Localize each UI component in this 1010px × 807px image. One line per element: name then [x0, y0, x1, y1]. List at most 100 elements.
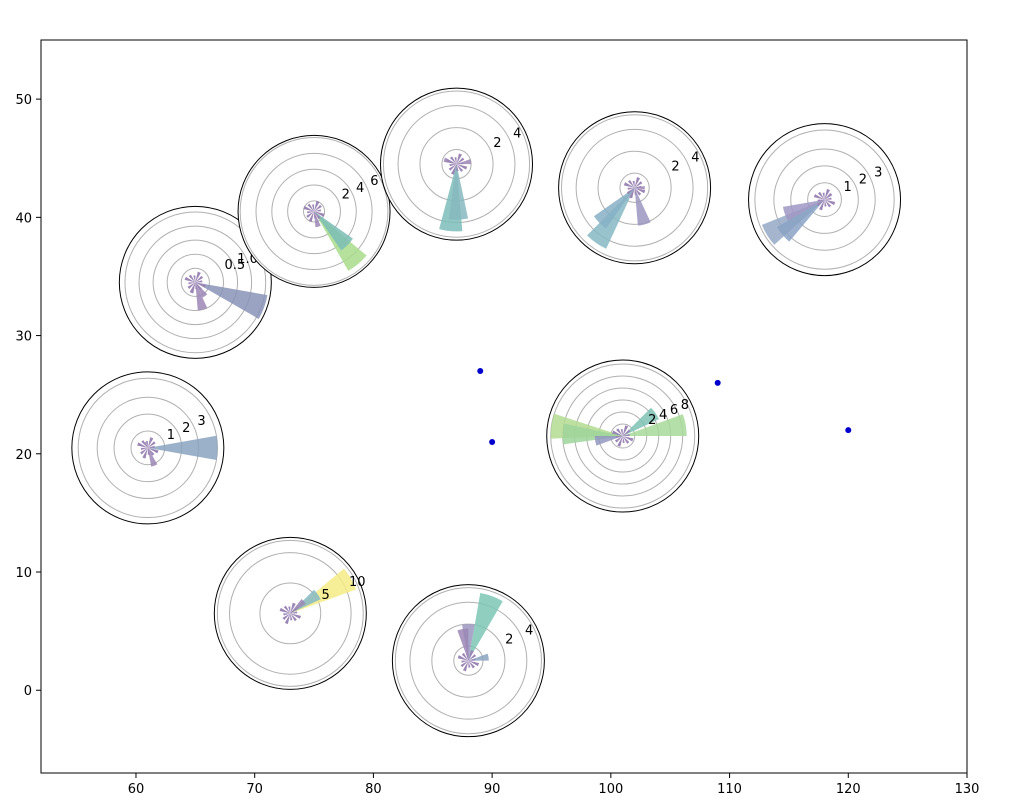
rose-petal [195, 282, 268, 319]
rose-core-petal [187, 282, 196, 289]
y-tick-label: 40 [15, 211, 32, 226]
rose-core-petal [283, 613, 291, 616]
rose-petal [147, 435, 218, 460]
rose-core-petal [195, 282, 207, 288]
rose-ring [124, 211, 267, 354]
rose-core-petal [616, 428, 623, 437]
rose-core-petal [819, 199, 825, 211]
rose-core-petal [283, 605, 291, 614]
rose-core-petal [290, 606, 299, 614]
rose-ring [229, 552, 352, 675]
rose-ring [180, 267, 210, 297]
rose-petal [314, 211, 321, 228]
rose-core-petal [279, 607, 291, 614]
rose-ring [561, 114, 709, 262]
y-tick-label: 30 [15, 330, 32, 345]
rose-core-petal [824, 199, 836, 206]
x-tick-label: 60 [128, 782, 145, 797]
rose-core-petal [634, 181, 643, 188]
rose-core-petal [824, 199, 827, 207]
rose-core-petal [622, 429, 631, 437]
rose-ring-label: 2 [859, 173, 867, 188]
rose-inset: 24 [391, 584, 545, 738]
rose-core-petal [456, 153, 463, 165]
rose-core-petal [147, 445, 155, 448]
rose-core-petal [634, 177, 641, 188]
rose-core-petal [308, 211, 315, 223]
rose-ring-label: 2 [493, 136, 501, 151]
rose-ring-label: 10 [349, 575, 366, 590]
rose-core-petal [462, 660, 469, 672]
rose-ring-label: 4 [659, 408, 667, 423]
rose-core-petal [284, 613, 291, 625]
rose-core-petal [617, 436, 623, 447]
rose-core-petal [137, 442, 148, 448]
rose-core-petal [468, 658, 476, 661]
rose-ring [575, 128, 694, 247]
rose-core-petal [824, 193, 833, 200]
rose-core-petal [290, 613, 302, 619]
rose-core-petal [824, 188, 831, 200]
rose-ring [287, 184, 341, 239]
rose-core-petal [626, 187, 635, 195]
rose-core-petal [307, 211, 315, 214]
rose-core-petal [147, 447, 155, 456]
rose-petal [457, 628, 469, 661]
rose-core-petal [468, 660, 480, 667]
rose-core-petal [449, 156, 457, 165]
x-tick-label: 130 [955, 782, 980, 797]
scatter-point [714, 379, 721, 386]
rose-ring-label: 2 [648, 413, 656, 428]
rose-ring-label: 8 [681, 398, 689, 413]
rose-core-petal [147, 437, 154, 448]
x-tick-label: 100 [598, 782, 623, 797]
scatter-points [477, 368, 852, 445]
rose-core-petal [141, 440, 148, 448]
rose-core-petal [615, 436, 623, 439]
rose-core-petal [466, 653, 469, 661]
rose-core-petal [188, 274, 196, 283]
rose-core-petal [445, 158, 457, 165]
rose-ring-label: 6 [670, 403, 678, 418]
rose-petal [147, 447, 158, 467]
rose-core-petal [306, 211, 315, 219]
rose-core-petal [622, 425, 629, 437]
rose-ring [255, 152, 373, 270]
scatter-point [489, 438, 496, 445]
rose-ring-label: 1 [167, 428, 175, 443]
rose-ring-label: 6 [370, 174, 378, 189]
y-tick-label: 10 [15, 566, 32, 581]
rose-core-petal [468, 660, 471, 668]
rose-core-petal [620, 429, 623, 437]
rose-ring-label: 1 [843, 180, 851, 195]
rose-core-petal [468, 660, 475, 669]
rose-core-petal [195, 282, 202, 291]
rose-core-petal [288, 606, 291, 614]
scatter-point [845, 427, 852, 434]
rose-ring-label: 4 [525, 623, 533, 638]
rose-core-petal [314, 211, 325, 217]
rose-core-petal [451, 164, 457, 175]
rose-core-petal [611, 430, 623, 437]
rose-core-petal [627, 179, 635, 188]
rose-core-petal [188, 282, 196, 285]
rose-core-petal [468, 649, 474, 661]
rose-core-petal [460, 660, 469, 668]
rose-core-petal [629, 187, 635, 199]
rose-ring-label: 4 [691, 150, 699, 165]
rose-core-petal [448, 164, 457, 171]
rose-core-petal [822, 192, 825, 200]
rose-core-petal [634, 187, 646, 194]
x-tick-label: 80 [365, 782, 382, 797]
rose-core-petal [290, 602, 296, 614]
rose-core-petal [314, 200, 320, 212]
rose-core-petal [454, 157, 457, 165]
rose-core-petal [817, 191, 825, 200]
rose-ring-label: 2 [182, 421, 190, 436]
rose-core-petal [634, 187, 637, 195]
rose-ring [239, 137, 389, 286]
rose-core-petal [147, 447, 159, 454]
rose-core-petal [195, 282, 198, 290]
rose-ring [271, 168, 357, 255]
